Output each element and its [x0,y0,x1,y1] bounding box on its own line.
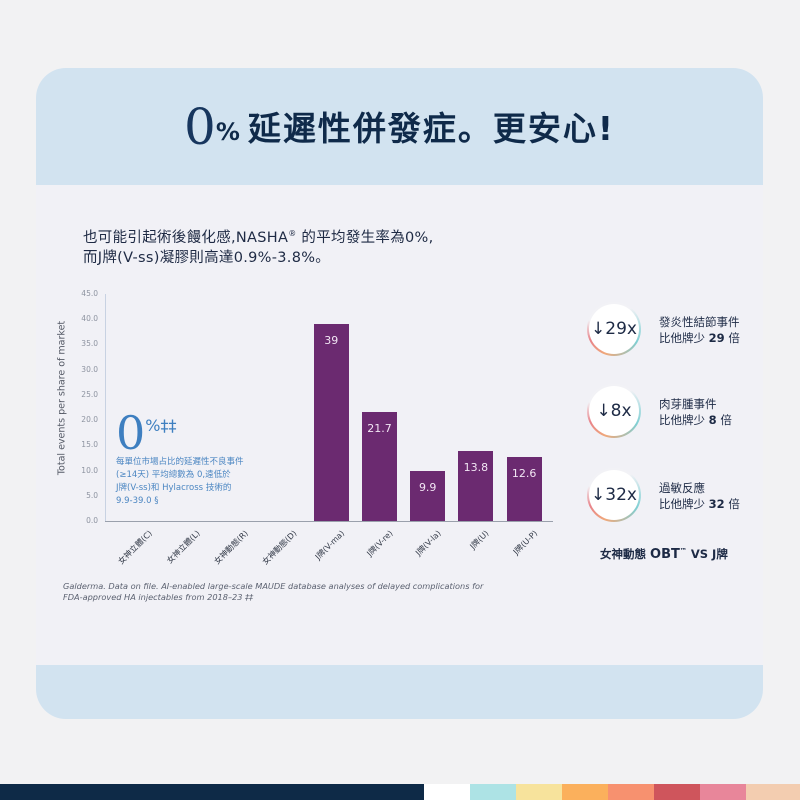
stat-inflammatory-nodules: ↓29x 發炎性結節事件 比他牌少 29 倍 [587,302,767,358]
stat-prefix: 比他牌少 [659,497,709,511]
bar: 39 [313,324,349,521]
y-tick-label: 10.0 [81,465,98,475]
y-tick-label: 15.0 [81,440,98,450]
stripe-segment [562,784,608,800]
bar-value-label: 9.9 [418,481,437,495]
footer-band [36,665,763,719]
bar-value-label: 13.8 [463,461,489,475]
stat-text: 肉芽腫事件 比他牌少 8 倍 [659,396,732,428]
y-tick-label: 40.0 [81,314,98,324]
brand-name: 女神動態 [600,547,651,561]
stripe-segment [0,784,424,800]
source-line-1: Galderma. Data on file. AI-enabled large… [63,581,484,591]
intro-line-1: 也可能引起術後饅化感,NASHA® 的平均發生率為0%, [83,224,434,248]
stripe-segment [654,784,700,800]
annotation-line: 9.9-39.0 § [116,496,159,506]
stat-label: 過敏反應 [659,481,705,495]
registered-mark: ® [288,229,297,238]
intro-line-1b: 的平均發生率為0%, [296,229,434,246]
stat-text: 發炎性結節事件 比他牌少 29 倍 [659,314,740,346]
intro-line-2: 而J牌(V-ss)凝膠則高達0.9%-3.8%。 [83,249,331,266]
bar-value-label: 39 [324,334,339,348]
stat-prefix: 比他牌少 [659,413,709,427]
stat-suffix: 倍 [724,497,740,511]
badge-ring: ↓8x [587,384,641,438]
bar: 13.8 [458,451,494,521]
source-citation: Galderma. Data on file. AI-enabled large… [63,581,483,603]
bar: 9.9 [410,471,446,521]
y-tick-label: 30.0 [81,364,98,374]
bar-value-label: 12.6 [511,467,537,481]
x-category-label: J牌(V-re) [365,528,395,559]
annotation-line: 每單位市場占比的延遲性不良事件 [116,457,244,467]
stripe-segment [746,784,800,800]
title-zero: 0 [184,98,216,156]
x-category-label: J牌(V-la) [414,528,443,558]
stripe-segment [700,784,746,800]
x-category-label: J牌(U-P) [511,528,540,557]
x-category-label: J牌(U) [468,528,491,551]
page-title: 0% 延遲性併發症。更安心! [36,98,763,156]
stat-number: 8 [708,413,717,427]
stat-number: 32 [708,497,725,511]
stripe-segment [470,784,516,800]
x-axis-line [105,521,553,522]
down-arrow-badge: ↓8x [589,386,639,436]
source-line-2: FDA-approved HA injectables from 2018–23… [63,592,254,602]
trademark-mark: ™ [679,547,687,556]
y-axis-line [105,294,106,521]
stat-text: 過敏反應 比他牌少 32 倍 [659,480,740,512]
stat-label: 發炎性結節事件 [659,315,740,329]
y-tick-label: 35.0 [81,339,98,349]
stat-comparison: 比他牌少 29 倍 [659,330,740,346]
bar: 21.7 [362,411,397,521]
y-tick-label: 5.0 [86,490,98,500]
stat-prefix: 比他牌少 [659,331,709,345]
comparison-caption: 女神動態 OBT™ VS J牌 [600,546,728,562]
annotation-symbols: %‡‡ [145,416,177,435]
stat-hypersensitivity: ↓32x 過敏反應 比他牌少 32 倍 [587,468,767,524]
stat-number: 29 [708,331,725,345]
annotation-text: 每單位市場占比的延遲性不良事件 (≥14天) 平均總數為 0,遠低於 J牌(V-… [116,456,244,508]
infographic-card: 0% 延遲性併發症。更安心! 也可能引起術後饅化感,NASHA® 的平均發生率為0… [36,68,763,719]
zero-annotation: 0%‡‡ 每單位市場占比的延遲性不良事件 (≥14天) 平均總數為 0,遠低於 … [116,410,244,508]
x-category-label: J牌(V-ma) [313,528,347,562]
annotation-line: (≥14天) 平均總數為 0,遠低於 [116,470,231,480]
bar: 12.6 [506,457,542,521]
stripe-segment [424,784,470,800]
obt-label: OBT [650,547,680,562]
stat-granuloma: ↓8x 肉芽腫事件 比他牌少 8 倍 [587,384,767,440]
badge-ring: ↓29x [587,302,641,356]
y-tick-label: 45.0 [81,289,98,298]
stat-suffix: 倍 [724,331,740,345]
title-percent: % [215,118,240,146]
y-axis-label: Total events per share of market [56,320,68,476]
stat-suffix: 倍 [716,413,732,427]
x-category-label: 女神動態(R) [212,528,250,567]
y-tick-label: 25.0 [81,389,98,399]
x-category-label: 女神立體(C) [116,528,154,567]
intro-line-1a: 也可能引起術後饅化感,NASHA [83,229,289,246]
stat-comparison: 比他牌少 32 倍 [659,496,740,512]
header-band: 0% 延遲性併發症。更安心! [36,68,763,185]
annotation-line: J牌(V-ss)和 Hylacross 技術的 [116,483,232,493]
intro-text: 也可能引起術後饅化感,NASHA® 的平均發生率為0%, 而J牌(V-ss)凝膠… [83,224,434,268]
stat-label: 肉芽腫事件 [659,397,717,411]
title-text: 延遲性併發症。更安心! [247,109,615,148]
y-tick-label: 20.0 [81,415,98,425]
x-category-label: 女神立體(L) [165,528,202,566]
stripe-segment [516,784,562,800]
down-arrow-badge: ↓29x [589,304,639,354]
stripe-segment [608,784,654,800]
annotation-zero: 0 [116,406,146,460]
badge-ring: ↓32x [587,468,641,522]
bar-value-label: 21.7 [367,421,392,435]
stat-comparison: 比他牌少 8 倍 [659,412,732,428]
x-category-label: 女神動態(D) [260,528,299,567]
y-tick-label: 0.0 [86,516,98,525]
down-arrow-badge: ↓32x [589,470,639,520]
versus-label: VS J牌 [686,547,728,561]
